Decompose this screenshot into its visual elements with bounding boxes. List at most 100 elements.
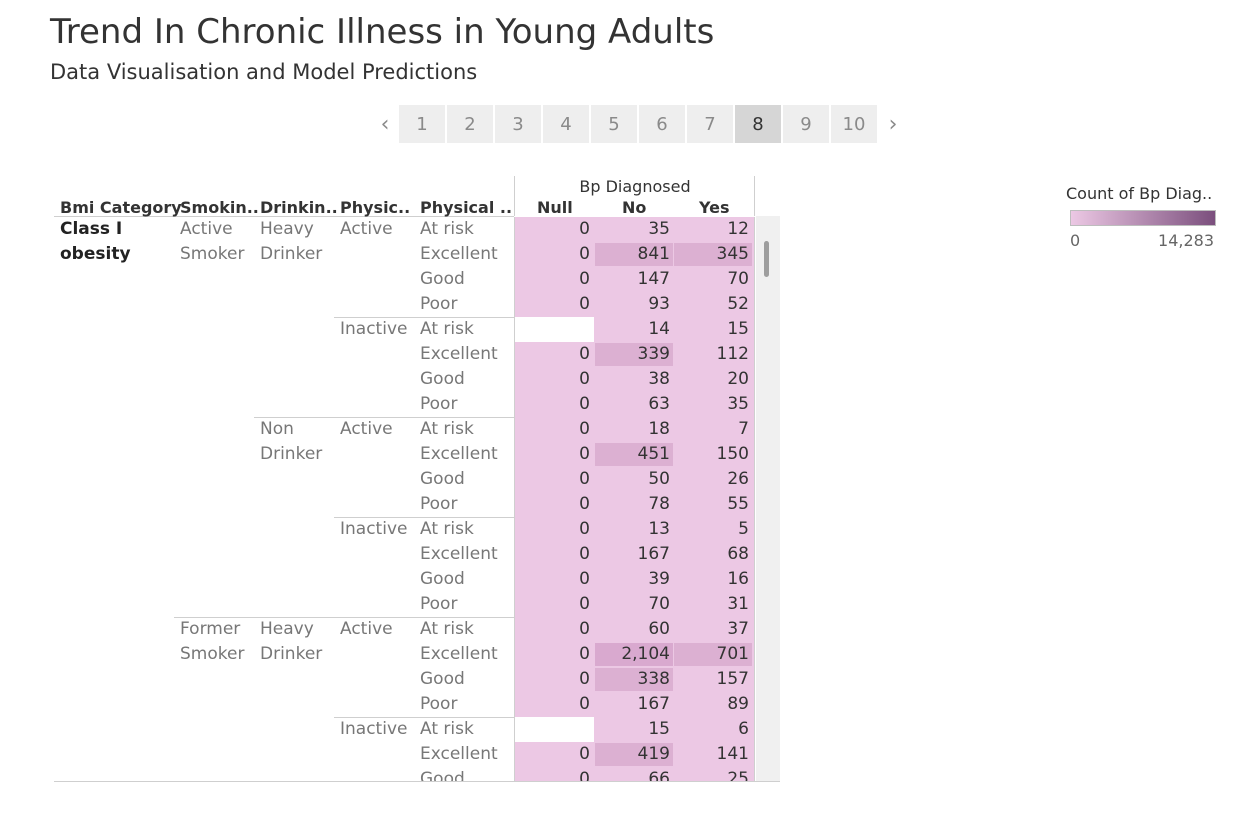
page-button[interactable]: 4	[543, 105, 589, 143]
yes-value[interactable]: 70	[727, 269, 749, 289]
null-value[interactable]: 0	[579, 419, 590, 439]
physical-health-label: Good	[420, 269, 465, 289]
yes-value[interactable]: 150	[716, 444, 749, 464]
no-value[interactable]: 2,104	[621, 644, 670, 664]
yes-value[interactable]: 157	[716, 669, 749, 689]
no-value[interactable]: 78	[648, 494, 670, 514]
yes-value[interactable]: 16	[727, 569, 749, 589]
color-legend: Count of Bp Diag.. 0 14,283	[1066, 184, 1226, 250]
page-button[interactable]: 2	[447, 105, 493, 143]
yes-value[interactable]: 6	[738, 719, 749, 739]
yes-value[interactable]: 68	[727, 544, 749, 564]
yes-value[interactable]: 55	[727, 494, 749, 514]
yes-value[interactable]: 5	[738, 519, 749, 539]
null-value[interactable]: 0	[579, 594, 590, 614]
scrollbar-thumb[interactable]	[764, 241, 769, 277]
page-button[interactable]: 9	[783, 105, 829, 143]
header-bmi-category[interactable]: Bmi Category	[60, 198, 182, 217]
no-value[interactable]: 50	[648, 469, 670, 489]
no-value[interactable]: 70	[648, 594, 670, 614]
no-value[interactable]: 13	[648, 519, 670, 539]
yes-value[interactable]: 112	[716, 344, 749, 364]
chevron-left-icon[interactable]: ‹	[380, 111, 390, 137]
no-value[interactable]: 35	[648, 219, 670, 239]
no-value[interactable]: 18	[648, 419, 670, 439]
null-value[interactable]: 0	[579, 369, 590, 389]
page-button[interactable]: 5	[591, 105, 637, 143]
null-value[interactable]: 0	[579, 569, 590, 589]
yes-value[interactable]: 20	[727, 369, 749, 389]
yes-value[interactable]: 26	[727, 469, 749, 489]
null-value[interactable]: 0	[579, 344, 590, 364]
header-physical-health[interactable]: Physical ..	[420, 198, 513, 217]
no-value[interactable]: 38	[648, 369, 670, 389]
page-button[interactable]: 1	[399, 105, 445, 143]
vertical-scrollbar[interactable]	[756, 216, 780, 781]
no-value[interactable]: 167	[637, 544, 670, 564]
null-value[interactable]: 0	[579, 694, 590, 714]
yes-value[interactable]: 12	[727, 219, 749, 239]
null-value[interactable]: 0	[579, 444, 590, 464]
page-button[interactable]: 8	[735, 105, 781, 143]
physical-health-label: Excellent	[420, 444, 498, 464]
no-value[interactable]: 93	[648, 294, 670, 314]
null-value[interactable]: 0	[579, 394, 590, 414]
null-value[interactable]: 0	[579, 269, 590, 289]
no-value[interactable]: 339	[637, 344, 670, 364]
yes-value[interactable]: 15	[727, 319, 749, 339]
no-value[interactable]: 63	[648, 394, 670, 414]
null-value[interactable]: 0	[579, 519, 590, 539]
yes-value[interactable]: 25	[727, 769, 749, 782]
yes-value[interactable]: 52	[727, 294, 749, 314]
null-value[interactable]: 0	[579, 219, 590, 239]
null-value[interactable]: 0	[579, 544, 590, 564]
header-drinking[interactable]: Drinkin..	[260, 198, 338, 217]
null-value[interactable]: 0	[579, 494, 590, 514]
yes-value[interactable]: 701	[716, 644, 749, 664]
yes-value[interactable]: 89	[727, 694, 749, 714]
heatmap-cell-highlight	[674, 643, 752, 666]
null-value[interactable]: 0	[579, 669, 590, 689]
header-null[interactable]: Null	[537, 198, 573, 217]
page-button[interactable]: 6	[639, 105, 685, 143]
header-physical-activity[interactable]: Physic..	[340, 198, 411, 217]
page-button[interactable]: 10	[831, 105, 877, 143]
no-value[interactable]: 66	[648, 769, 670, 782]
dashboard-title: Trend In Chronic Illness in Young Adults	[50, 12, 715, 52]
no-value[interactable]: 147	[637, 269, 670, 289]
header-yes[interactable]: Yes	[699, 198, 730, 217]
null-value[interactable]: 0	[579, 644, 590, 664]
page-button[interactable]: 7	[687, 105, 733, 143]
null-value[interactable]: 0	[579, 744, 590, 764]
no-value[interactable]: 167	[637, 694, 670, 714]
no-value[interactable]: 15	[648, 719, 670, 739]
header-smoking[interactable]: Smokin..	[180, 198, 259, 217]
yes-value[interactable]: 35	[727, 394, 749, 414]
no-value[interactable]: 60	[648, 619, 670, 639]
null-value[interactable]: 0	[579, 469, 590, 489]
no-value[interactable]: 451	[637, 444, 670, 464]
no-value[interactable]: 14	[648, 319, 670, 339]
physical-activity-label: Inactive	[340, 519, 408, 539]
null-value[interactable]: 0	[579, 244, 590, 264]
values-left-border	[514, 217, 515, 782]
null-value[interactable]: 0	[579, 294, 590, 314]
chevron-right-icon[interactable]: ›	[888, 111, 898, 137]
page-button[interactable]: 3	[495, 105, 541, 143]
no-value[interactable]: 338	[637, 669, 670, 689]
group-separator	[334, 317, 514, 318]
no-value[interactable]: 39	[648, 569, 670, 589]
physical-health-label: Excellent	[420, 344, 498, 364]
no-value[interactable]: 419	[637, 744, 670, 764]
no-value[interactable]: 841	[637, 244, 670, 264]
header-no[interactable]: No	[622, 198, 647, 217]
physical-activity-label: Inactive	[340, 319, 408, 339]
yes-value[interactable]: 345	[716, 244, 749, 264]
yes-value[interactable]: 7	[738, 419, 749, 439]
yes-value[interactable]: 37	[727, 619, 749, 639]
yes-value[interactable]: 31	[727, 594, 749, 614]
null-value[interactable]: 0	[579, 769, 590, 782]
physical-activity-label: Active	[340, 219, 393, 239]
yes-value[interactable]: 141	[716, 744, 749, 764]
null-value[interactable]: 0	[579, 619, 590, 639]
